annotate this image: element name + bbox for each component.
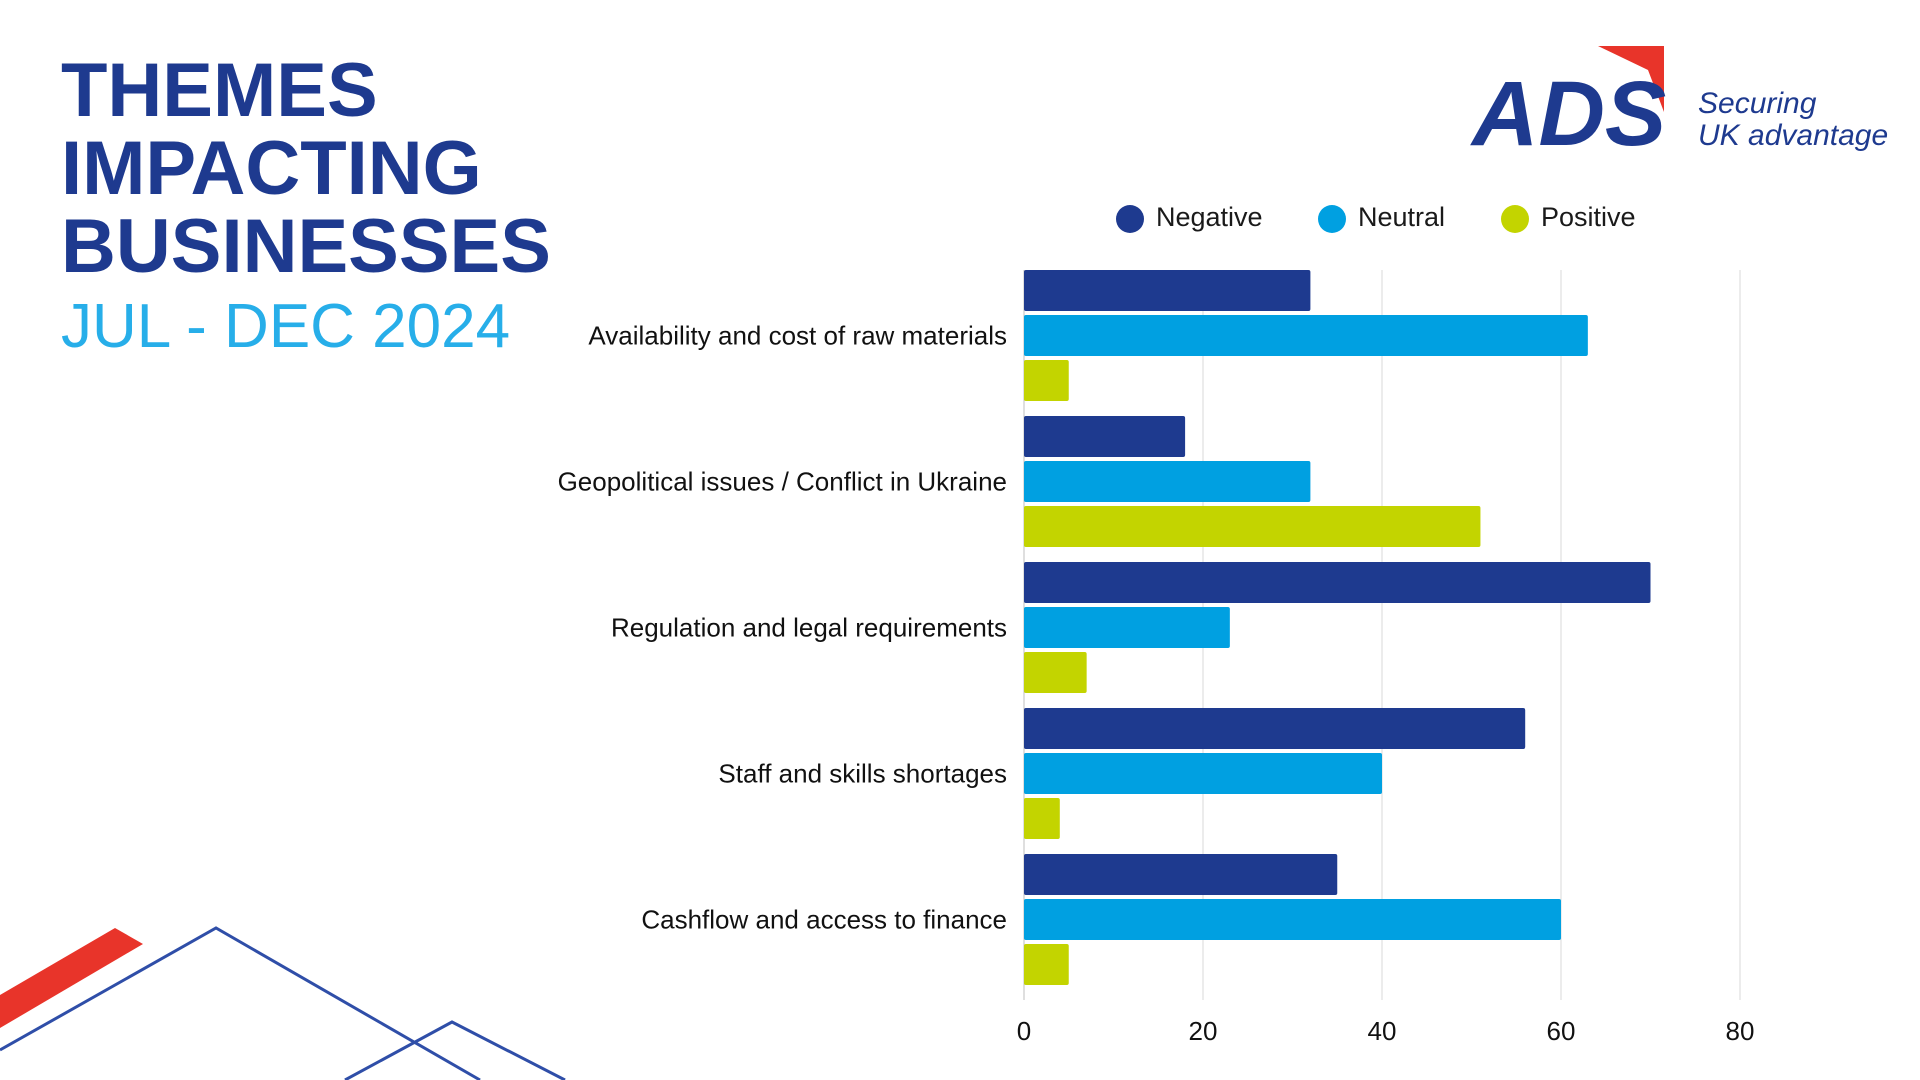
legend-swatch-neutral	[1318, 205, 1346, 233]
ads-logo: ADS Securing UK advantage	[1470, 46, 1888, 160]
bar-negative-5	[1024, 854, 1338, 895]
x-tick-label-0: 0	[1017, 1016, 1031, 1046]
bar-positive-1	[1024, 360, 1069, 401]
title-line-2: IMPACTING	[61, 126, 482, 211]
decor-line-1	[0, 926, 481, 1080]
category-label-1: Availability and cost of raw materials	[588, 321, 1007, 351]
bar-neutral-4	[1024, 753, 1382, 794]
chart-legend: Negative Neutral Positive	[1116, 202, 1636, 233]
bar-negative-2	[1024, 416, 1186, 457]
bar-neutral-1	[1024, 315, 1588, 356]
x-tick-label-20: 20	[1189, 1016, 1218, 1046]
x-tick-label-80: 80	[1726, 1016, 1755, 1046]
logo-red-swoosh	[1598, 46, 1664, 112]
legend-swatch-positive	[1501, 205, 1529, 233]
chart-bars	[1024, 270, 1651, 985]
title-line-3: BUSINESSES	[61, 204, 551, 289]
category-label-2: Geopolitical issues / Conflict in Ukrain…	[558, 467, 1007, 497]
legend-label-neutral: Neutral	[1358, 202, 1445, 232]
category-labels: Availability and cost of raw materials Ge…	[558, 321, 1007, 935]
bar-positive-3	[1024, 652, 1087, 693]
logo-tagline-line-1: Securing	[1698, 87, 1817, 120]
legend-label-positive: Positive	[1541, 202, 1636, 232]
bar-negative-4	[1024, 708, 1526, 749]
title-line-1: THEMES	[61, 48, 378, 133]
x-axis-ticks: 0 20 40 60 80	[1017, 1016, 1755, 1046]
decor-red-stripe	[0, 928, 143, 1028]
category-label-3: Regulation and legal requirements	[611, 613, 1007, 643]
logo-tagline-line-2: UK advantage	[1698, 119, 1888, 152]
category-label-5: Cashflow and access to finance	[641, 905, 1007, 935]
bar-negative-3	[1024, 562, 1651, 603]
x-tick-label-40: 40	[1368, 1016, 1397, 1046]
bar-neutral-5	[1024, 899, 1561, 940]
page-title: THEMES IMPACTING BUSINESSES	[61, 52, 551, 286]
bar-positive-5	[1024, 944, 1069, 985]
bar-neutral-3	[1024, 607, 1230, 648]
bar-negative-1	[1024, 270, 1311, 311]
decor-line-2	[344, 1020, 566, 1080]
corner-decoration	[0, 926, 566, 1080]
logo-wordmark: ADS	[1470, 63, 1666, 160]
x-tick-label-60: 60	[1547, 1016, 1576, 1046]
bar-positive-2	[1024, 506, 1481, 547]
category-label-4: Staff and skills shortages	[718, 759, 1007, 789]
legend-swatch-negative	[1116, 205, 1144, 233]
bar-neutral-2	[1024, 461, 1311, 502]
page-subtitle: JUL - DEC 2024	[61, 292, 511, 361]
bar-positive-4	[1024, 798, 1060, 839]
legend-label-negative: Negative	[1156, 202, 1263, 232]
